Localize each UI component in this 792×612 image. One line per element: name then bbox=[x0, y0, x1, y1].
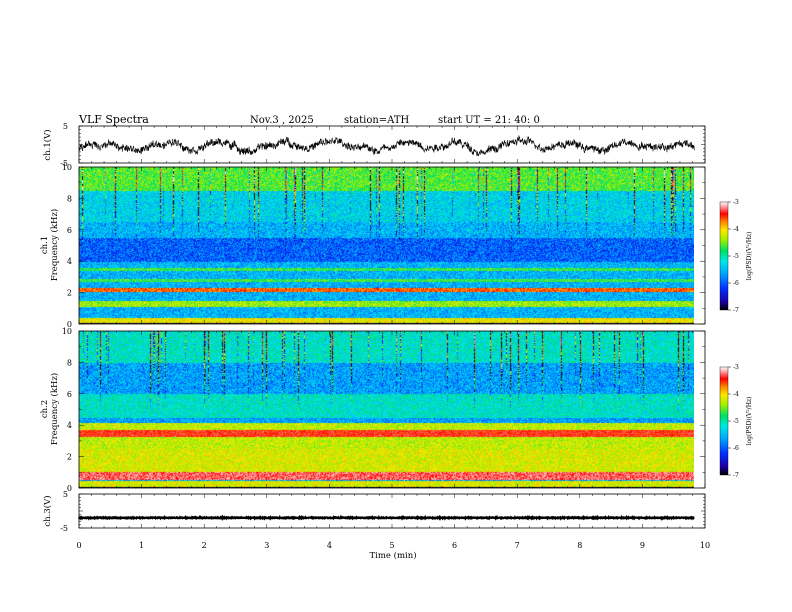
y-tick-label: 10 bbox=[62, 163, 72, 172]
y-tick-label: 4 bbox=[67, 421, 72, 430]
ch3-waveform-frame bbox=[79, 494, 705, 528]
x-axis-label: Time (min) bbox=[369, 550, 416, 561]
x-tick-label: 3 bbox=[264, 541, 269, 550]
ch2-spectrogram-ylabel-channel: ch.2 bbox=[40, 400, 50, 418]
y-tick-label: 6 bbox=[67, 390, 72, 399]
ch1-spectrogram bbox=[79, 167, 694, 324]
y-tick-label: 5 bbox=[63, 490, 68, 499]
x-tick-label: 1 bbox=[139, 541, 144, 550]
colorbar-ticks: -3 -4 -5 -6 -7 -3 -4 -5 -6 -7 bbox=[728, 199, 739, 479]
y-tick-label: -5 bbox=[60, 524, 68, 533]
colorbar-tick-label: -6 bbox=[733, 445, 739, 452]
ch3-waveform-trace bbox=[79, 517, 694, 518]
colorbar-tick-label: -3 bbox=[733, 364, 739, 371]
x-tick-label: 8 bbox=[577, 541, 582, 550]
y-tick-label: 8 bbox=[67, 358, 72, 367]
x-tick-label: 4 bbox=[327, 541, 332, 550]
colorbar-tick-label: -6 bbox=[733, 280, 739, 287]
y-tick-label: 5 bbox=[63, 122, 68, 131]
y-tick-label: 4 bbox=[67, 257, 72, 266]
x-tick-label: 9 bbox=[640, 541, 645, 550]
ch1-waveform-ylabel: ch.1(V) bbox=[42, 129, 53, 160]
y-tick-label: 10 bbox=[62, 327, 72, 336]
colorbar-tick-label: -4 bbox=[733, 226, 739, 233]
y-tick-label: 2 bbox=[67, 453, 72, 462]
header-start-time: start UT = 21: 40: 0 bbox=[438, 115, 540, 126]
ch3-waveform-ylabel: ch.3(V) bbox=[42, 495, 53, 526]
ch1-spectrogram-ylabel-channel: ch.1 bbox=[40, 236, 50, 254]
spectrogram-image bbox=[79, 167, 694, 324]
header-station: station=ATH bbox=[344, 115, 410, 126]
spectrogram-image bbox=[79, 331, 694, 488]
ch1-spectrogram-ylabel-frequency: Frequency (kHz) bbox=[49, 209, 60, 281]
y-tick-label: 8 bbox=[67, 194, 72, 203]
ch1-waveform-trace bbox=[79, 135, 694, 156]
colorbar-tick-label: -7 bbox=[733, 307, 739, 314]
y-tick-label: 6 bbox=[67, 226, 72, 235]
colorbar-tick-label: -4 bbox=[733, 391, 739, 398]
figure-title: VLF Spectra bbox=[78, 113, 149, 126]
x-tick-label: 7 bbox=[515, 541, 520, 550]
ch1-colorbar-label: log(PSD)(V²/Hz) bbox=[746, 232, 753, 281]
ch2-colorbar-label: log(PSD)(V²/Hz) bbox=[746, 397, 753, 446]
header-date: Nov.3 , 2025 bbox=[250, 115, 314, 126]
colorbar-tick-label: -7 bbox=[733, 472, 739, 479]
colorbar-tick-label: -3 bbox=[733, 199, 739, 206]
ch1-colorbar bbox=[720, 202, 728, 310]
colorbar-tick-label: -5 bbox=[733, 253, 739, 260]
ch2-colorbar bbox=[720, 367, 728, 475]
colorbar-tick-label: -5 bbox=[733, 418, 739, 425]
x-tick-label: 6 bbox=[452, 541, 457, 550]
ch2-spectrogram bbox=[79, 331, 694, 488]
x-tick-label: 0 bbox=[76, 541, 81, 550]
ch2-spectrogram-ylabel-frequency: Frequency (kHz) bbox=[49, 373, 60, 445]
y-tick-label: 2 bbox=[67, 289, 72, 298]
x-tick-label: 2 bbox=[202, 541, 207, 550]
x-tick-label: 10 bbox=[700, 541, 710, 550]
x-tick-label: 5 bbox=[389, 541, 394, 550]
vlf-spectra-figure: VLF Spectra Nov.3 , 2025 station=ATH sta… bbox=[0, 0, 792, 612]
